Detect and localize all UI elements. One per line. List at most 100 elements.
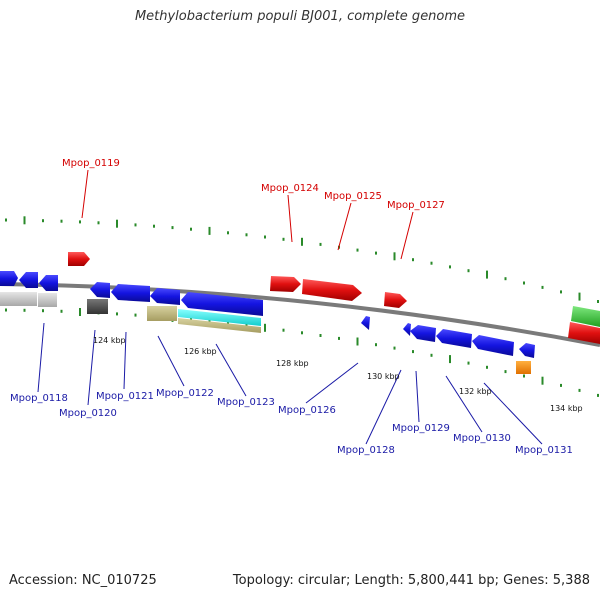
outer-tick <box>578 292 581 301</box>
label-mpop-0129[interactable]: Mpop_0129 <box>392 423 450 434</box>
map-title: Methylobacterium populi BJ001, complete … <box>134 9 466 24</box>
label-mpop-0125[interactable]: Mpop_0125 <box>324 191 382 202</box>
label-mpop-0131[interactable]: Mpop_0131 <box>515 445 573 456</box>
inner-tick <box>338 336 340 340</box>
gene-mpop-0122[interactable] <box>147 306 177 321</box>
inner-tick <box>504 370 507 374</box>
inner-tick <box>79 308 81 316</box>
outer-tick <box>597 300 599 303</box>
gene-mpop-0131[interactable] <box>519 343 535 358</box>
outer-tick <box>208 226 211 235</box>
inner-tick <box>60 309 63 313</box>
gene-mpop-0123-a[interactable] <box>181 292 263 316</box>
gene-left-blue-b[interactable] <box>19 272 38 288</box>
top-gene-labels: Mpop_0119 Mpop_0124 Mpop_0125 Mpop_0127 <box>62 158 445 211</box>
gene-mpop-0125[interactable] <box>302 279 362 301</box>
gene-mpop-0124[interactable] <box>270 276 301 292</box>
inner-tick <box>116 312 118 316</box>
outer-tick <box>264 235 266 239</box>
inner-tick <box>449 355 451 364</box>
outer-tick <box>171 226 174 230</box>
gene-mpop-0120[interactable] <box>87 299 108 314</box>
inner-tick <box>393 346 396 350</box>
gene-mpop-0121[interactable] <box>111 284 150 302</box>
inner-tick <box>578 388 581 392</box>
outer-tick <box>430 261 433 265</box>
outer-tick <box>116 219 118 228</box>
inner-tick <box>42 309 44 313</box>
scale-label-124: 124 kbp <box>93 336 126 345</box>
scale-label-134: 134 kbp <box>550 404 583 413</box>
outer-tick <box>153 224 155 228</box>
gene-mpop-0118[interactable] <box>39 275 58 291</box>
inner-tick <box>23 308 26 312</box>
outer-tick <box>227 231 229 235</box>
inner-tick <box>375 343 377 347</box>
label-mpop-0127[interactable]: Mpop_0127 <box>387 200 445 211</box>
genome-backbone <box>0 282 600 347</box>
label-mpop-0118[interactable]: Mpop_0118 <box>10 393 68 404</box>
label-mpop-0126[interactable]: Mpop_0126 <box>278 405 336 416</box>
inner-tick <box>523 374 525 378</box>
inner-tick <box>597 393 599 397</box>
label-mpop-0120[interactable]: Mpop_0120 <box>59 408 117 419</box>
outer-tick <box>449 265 451 269</box>
outer-tick <box>412 258 414 262</box>
inner-tick <box>319 334 322 337</box>
gene-mpop-0130-a[interactable] <box>436 329 472 348</box>
inner-tick <box>467 361 470 365</box>
gene-mpop-0130[interactable] <box>472 335 514 356</box>
gene-mpop-0127[interactable] <box>384 292 407 308</box>
outer-tick <box>245 233 248 237</box>
gene-mpop-0121-a[interactable] <box>90 282 110 298</box>
gene-mpop-0123[interactable] <box>178 309 261 326</box>
gene-mpop-0119[interactable] <box>68 252 90 266</box>
label-mpop-0122[interactable]: Mpop_0122 <box>156 388 214 399</box>
label-mpop-0128[interactable]: Mpop_0128 <box>337 445 395 456</box>
gene-mpop-0122-a[interactable] <box>150 288 180 305</box>
outer-tick <box>393 252 396 261</box>
inner-tick <box>5 308 7 312</box>
label-mpop-0121[interactable]: Mpop_0121 <box>96 391 154 402</box>
scale-label-130: 130 kbp <box>367 372 400 381</box>
gene-mpop-0126[interactable] <box>361 316 370 330</box>
outer-tick <box>42 219 44 223</box>
gene-left-blue-a[interactable] <box>0 271 18 286</box>
inner-tick <box>301 331 303 335</box>
scale-label-132: 132 kbp <box>459 387 492 396</box>
gene-orange[interactable] <box>516 361 531 374</box>
inner-tick <box>560 383 562 387</box>
gene-right-red[interactable] <box>568 322 600 344</box>
inner-tick <box>282 328 285 332</box>
inner-tick <box>541 376 544 385</box>
outer-tick <box>79 220 81 224</box>
inner-tick <box>264 323 266 332</box>
gene-grey-a[interactable] <box>0 292 37 306</box>
outer-tick <box>301 237 303 246</box>
gene-mpop-0123-b[interactable] <box>178 318 261 333</box>
label-mpop-0123[interactable]: Mpop_0123 <box>217 397 275 408</box>
label-mpop-0124[interactable]: Mpop_0124 <box>261 183 319 194</box>
label-lines <box>37 169 543 445</box>
outer-tick <box>282 237 285 241</box>
gene-mpop-0129[interactable] <box>410 325 436 342</box>
gene-right-green[interactable] <box>571 306 600 327</box>
outer-tick <box>190 227 192 231</box>
outer-tick <box>23 216 26 225</box>
scale-label-126: 126 kbp <box>184 347 217 356</box>
outer-tick <box>97 221 100 225</box>
label-mpop-0130[interactable]: Mpop_0130 <box>453 433 511 444</box>
outer-tick <box>560 290 562 294</box>
outer-tick <box>523 281 525 285</box>
forward-genes <box>68 252 600 344</box>
accession-text: Accession: NC_010725 <box>9 573 157 588</box>
outer-tick <box>486 270 488 279</box>
outer-tick <box>541 285 544 289</box>
outer-tick <box>319 242 322 246</box>
reverse-genes <box>0 271 535 374</box>
inner-tick <box>134 313 137 317</box>
gene-grey-b[interactable] <box>38 293 57 307</box>
label-mpop-0119[interactable]: Mpop_0119 <box>62 158 120 169</box>
gene-mpop-0128[interactable] <box>403 323 411 336</box>
